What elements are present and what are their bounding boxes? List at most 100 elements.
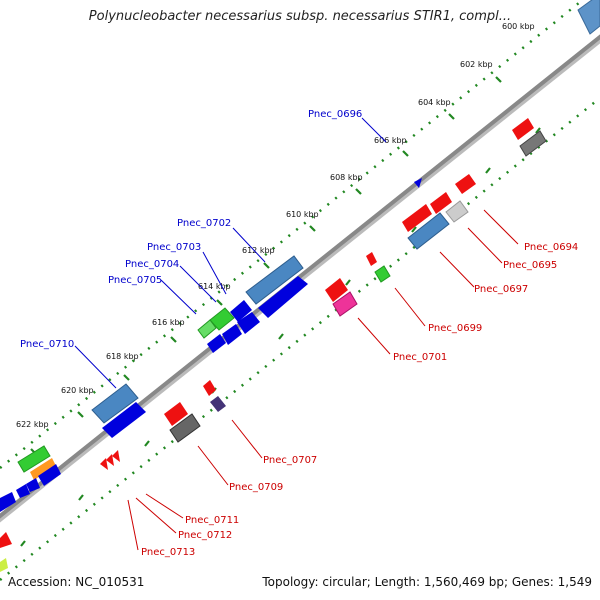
major-tick [170,336,177,343]
gene-label[interactable]: Pnec_0705 [108,275,162,286]
gene-arrow[interactable] [112,450,120,462]
gene-arrow[interactable] [0,558,8,572]
accession-text: Accession: NC_010531 [8,575,145,589]
tick-label: 620 kbp [61,386,94,395]
leader-line [145,493,184,519]
gene-label[interactable]: Pnec_0699 [428,323,482,334]
gene-arrow[interactable] [102,402,146,438]
gene-arrow[interactable] [169,413,201,443]
gene-arrow[interactable] [222,324,242,345]
gene-arrow[interactable] [164,402,188,426]
plus-strand-genes [0,0,600,512]
gene-label[interactable]: Pnec_0712 [178,530,232,541]
gene-arrow[interactable] [512,118,534,140]
major-tick [278,333,284,340]
gene-arrow[interactable] [203,380,216,396]
major-tick [216,299,223,306]
genome-stats-text: Topology: circular; Length: 1,560,469 bp… [262,575,592,589]
gene-arrow[interactable] [366,252,377,266]
gene-arrow[interactable] [455,174,476,194]
major-tick [345,279,351,286]
leader-line [74,345,117,389]
gene-arrow[interactable] [106,454,114,466]
gene-arrow[interactable] [38,464,61,486]
gene-arrow[interactable] [445,200,469,223]
gene-label[interactable]: Pnec_0704 [125,259,179,270]
gene-label[interactable]: Pnec_0703 [147,242,201,253]
tick-label: 610 kbp [286,210,319,219]
gene-arrow[interactable] [91,383,139,424]
major-tick [144,440,150,447]
gene-arrow[interactable] [30,458,56,480]
plus-strand-label-group: Pnec_0696 Pnec_0702 Pnec_0703 Pnec_0704 … [20,109,362,350]
plus-leader-lines [74,117,387,389]
gene-arrow[interactable] [332,291,358,317]
leader-line [394,287,426,327]
gene-label[interactable]: Pnec_0695 [503,260,557,271]
gene-arrow[interactable] [0,532,12,548]
leader-line [357,317,391,355]
gene-arrow[interactable] [519,130,547,157]
gene-arrow[interactable] [577,0,600,35]
leader-line [135,497,177,534]
inner-scale-track [0,97,600,581]
leader-line [179,265,217,303]
outer-scale-track [0,0,585,469]
leader-line [160,279,197,315]
tick-label: 618 kbp [106,352,139,361]
leader-line [232,227,266,263]
gene-arrow[interactable] [0,492,16,512]
gene-arrow[interactable] [374,265,391,283]
gene-arrow[interactable] [26,478,40,492]
gene-arrow[interactable] [414,178,422,188]
scale-labels: 600 kbp 602 kbp 604 kbp 606 kbp 608 kbp … [16,22,535,429]
gene-label[interactable]: Pnec_0713 [141,547,195,558]
major-tick [78,494,84,501]
gene-arrow[interactable] [230,300,252,322]
gene-label[interactable]: Pnec_0697 [474,284,528,295]
tick-label: 614 kbp [198,282,231,291]
leader-line [439,251,475,288]
minus-leader-lines [127,209,519,551]
gene-arrow[interactable] [197,319,217,339]
gene-arrow[interactable] [245,255,304,305]
gene-arrow[interactable] [237,312,260,334]
gene-arrow[interactable] [16,484,30,498]
tick-label: 606 kbp [374,136,407,145]
major-tick [355,188,362,195]
leader-line [231,419,263,459]
gene-arrow[interactable] [210,396,226,412]
gene-arrow[interactable] [17,445,51,473]
gene-label[interactable]: Pnec_0707 [263,455,317,466]
gene-label[interactable]: Pnec_0702 [177,218,231,229]
major-tick [309,225,316,232]
gene-label[interactable]: Pnec_0696 [308,109,362,120]
leader-line [202,251,227,295]
gene-label[interactable]: Pnec_0709 [229,482,283,493]
gene-label[interactable]: Pnec_0711 [185,515,239,526]
gene-label[interactable]: Pnec_0694 [524,242,578,253]
major-tick [411,226,417,233]
gene-arrow[interactable] [207,334,226,353]
gene-label[interactable]: Pnec_0701 [393,352,447,363]
gene-arrow[interactable] [407,212,450,250]
leader-line [127,499,139,551]
leader-line [467,227,503,264]
map-title: Polynucleobacter necessarius subsp. nece… [88,9,512,24]
minus-strand-label-group: Pnec_0694 Pnec_0695 Pnec_0697 Pnec_0699 … [141,242,578,558]
gene-arrow[interactable] [325,278,348,302]
gene-arrow[interactable] [258,276,308,318]
gene-arrow[interactable] [100,458,108,470]
minus-strand-genes [0,118,547,572]
gene-arrow[interactable] [209,307,235,331]
major-tick [77,411,84,418]
gene-arrow[interactable] [402,204,432,232]
gene-arrow[interactable] [430,192,452,214]
gene-label[interactable]: Pnec_0710 [20,339,74,350]
tick-label: 622 kbp [16,420,49,429]
tick-label: 600 kbp [502,22,535,31]
leader-line [361,117,387,143]
leader-line [197,445,229,486]
genome-backbone [0,34,600,519]
